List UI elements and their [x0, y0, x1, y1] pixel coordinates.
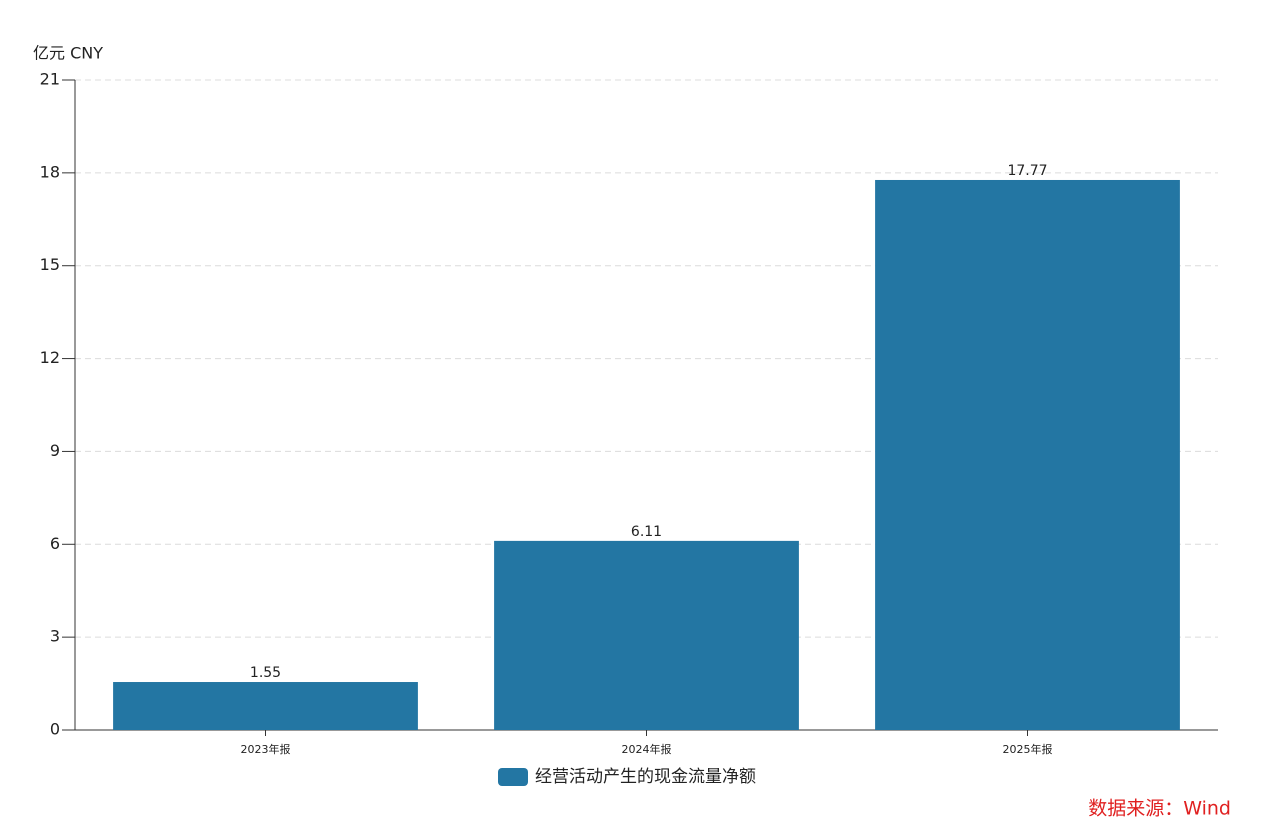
- y-tick-label: 6: [50, 534, 60, 553]
- y-tick-label: 3: [50, 627, 60, 646]
- data-label: 17.77: [1007, 163, 1047, 179]
- y-tick-label: 0: [50, 720, 60, 739]
- data-label: 1.55: [250, 665, 281, 681]
- x-tick-label: 2023年报: [241, 742, 291, 756]
- y-tick-label: 21: [40, 70, 60, 89]
- y-tick-label: 9: [50, 441, 60, 460]
- bar: [113, 682, 418, 730]
- y-tick-label: 15: [40, 255, 60, 274]
- data-label: 6.11: [631, 524, 662, 540]
- y-tick-label: 18: [40, 162, 60, 181]
- legend-label: 经营活动产生的现金流量净额: [535, 767, 756, 787]
- source: 数据来源：Wind: [1088, 798, 1231, 820]
- x-tick-label: 2024年报: [622, 742, 672, 756]
- y-axis-label: 亿元 CNY: [33, 44, 103, 63]
- bar: [494, 540, 799, 730]
- legend-swatch: [498, 768, 528, 786]
- x-tick-label: 2025年报: [1003, 742, 1053, 756]
- y-tick-label: 12: [40, 348, 60, 367]
- bar: [875, 179, 1180, 730]
